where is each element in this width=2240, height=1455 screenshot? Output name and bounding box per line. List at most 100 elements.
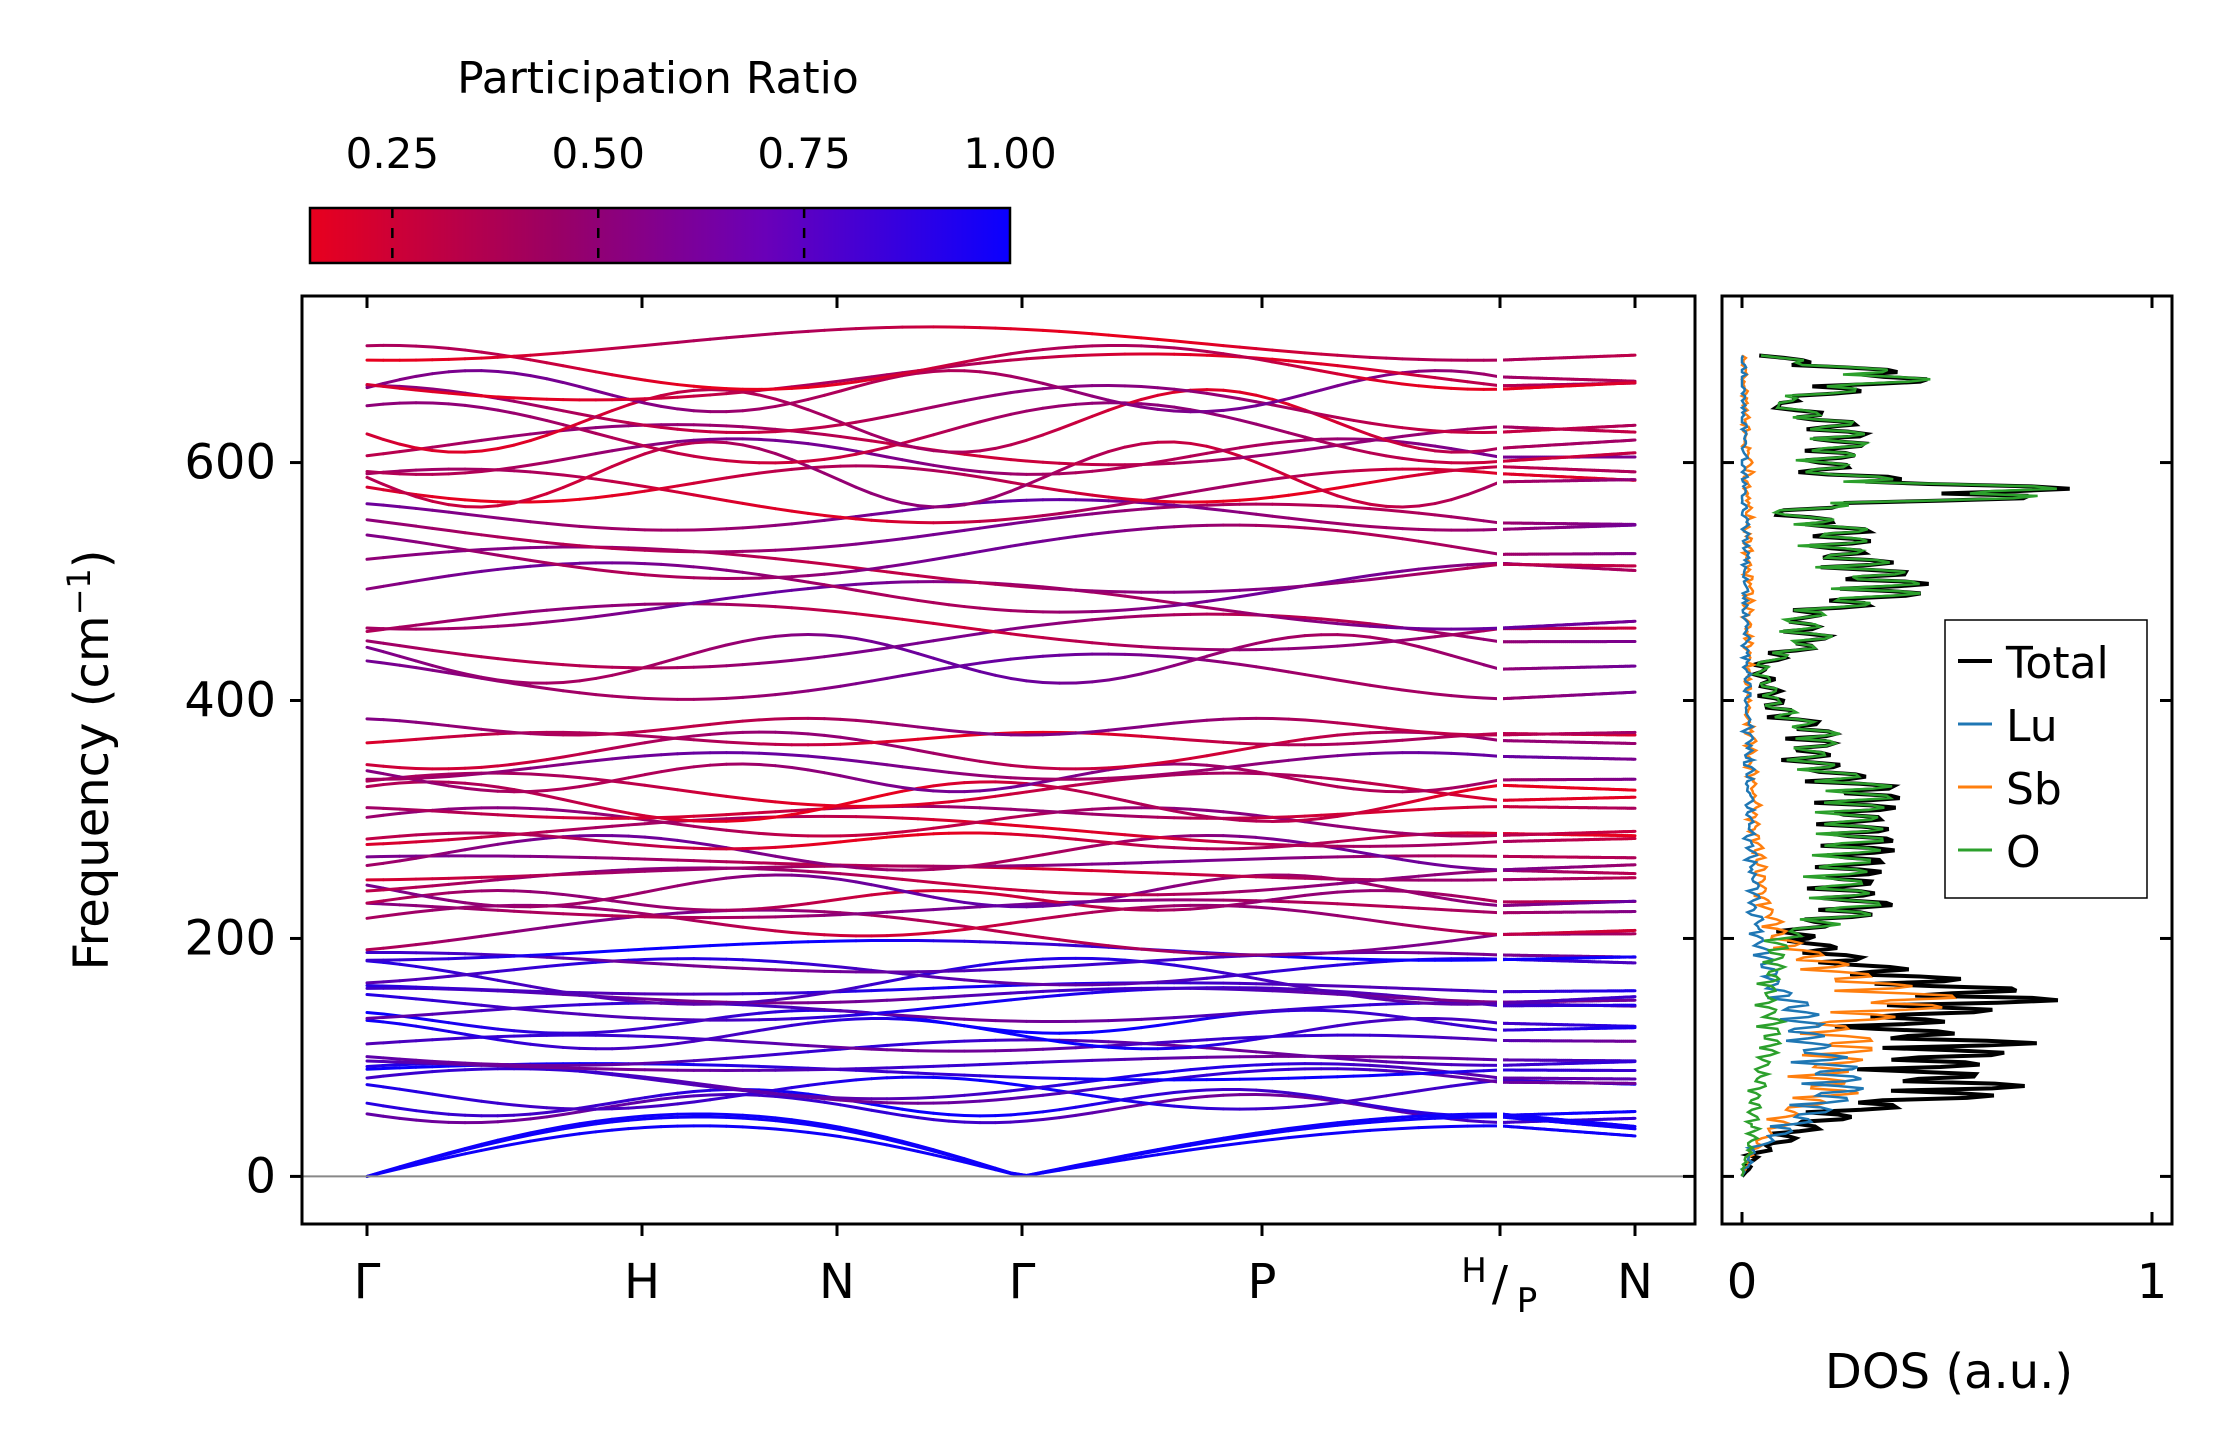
phonon-band xyxy=(1139,860,1160,865)
phonon-band xyxy=(365,992,385,998)
phonon-band xyxy=(1417,788,1437,793)
phonon-band xyxy=(978,1062,997,1067)
phonon-band xyxy=(1238,1048,1258,1054)
phonon-band xyxy=(675,945,696,949)
phonon-band xyxy=(610,995,630,1000)
phonon-band xyxy=(724,1087,745,1093)
phonon-band xyxy=(1041,1047,1061,1051)
phonon-band xyxy=(1041,809,1061,814)
phonon-band xyxy=(692,1098,712,1104)
phonon-band xyxy=(365,1015,385,1020)
phonon-band xyxy=(414,997,434,1002)
phonon-band xyxy=(1139,1071,1160,1077)
phonon-band xyxy=(885,815,904,820)
phonon-band xyxy=(1123,960,1143,965)
phonon-band xyxy=(1172,907,1193,912)
phonon-band xyxy=(463,1097,483,1103)
phonon-band xyxy=(1057,1081,1078,1087)
phonon-band xyxy=(1417,1067,1437,1073)
phonon-band xyxy=(610,755,630,761)
phonon-band xyxy=(1205,876,1225,883)
phonon-band xyxy=(675,751,696,756)
phonon-band xyxy=(1107,982,1127,986)
phonon-band xyxy=(1090,1058,1111,1062)
phonon-band xyxy=(773,752,794,757)
phonon-band xyxy=(1417,1018,1437,1024)
phonon-band xyxy=(993,886,1013,892)
phonon-band xyxy=(1270,837,1291,843)
phonon-band xyxy=(1189,956,1209,961)
phonon-band xyxy=(822,897,842,903)
phonon-band xyxy=(479,1062,500,1066)
phonon-band xyxy=(1090,1094,1111,1100)
phonon-band xyxy=(398,995,418,1001)
phonon-band xyxy=(643,946,663,951)
phonon-band xyxy=(1433,833,1453,838)
phonon-band xyxy=(916,986,935,991)
phonon-band xyxy=(463,906,483,911)
phonon-band xyxy=(692,814,712,818)
phonon-band xyxy=(1009,1095,1029,1101)
phonon-band xyxy=(545,787,565,792)
phonon-band xyxy=(962,978,982,983)
phonon-band xyxy=(900,802,920,807)
phonon-band xyxy=(479,1025,500,1031)
phonon-band xyxy=(1352,1003,1372,1008)
phonon-band xyxy=(528,1004,549,1009)
phonon-band xyxy=(885,834,904,839)
phonon-band xyxy=(447,848,467,855)
phonon-band xyxy=(790,1016,810,1021)
phonon-band xyxy=(512,1064,532,1069)
phonon-band xyxy=(1254,1062,1274,1067)
phonon-band xyxy=(1270,906,1291,912)
phonon-band xyxy=(931,995,951,1000)
phonon-band xyxy=(1417,925,1437,931)
phonon-band xyxy=(1417,1086,1437,1093)
phonon-band xyxy=(447,771,467,776)
phonon-band xyxy=(479,955,500,960)
phonon-band xyxy=(1025,989,1045,994)
phonon-band xyxy=(931,929,951,935)
phonon-band xyxy=(708,859,728,864)
phonon-band xyxy=(1384,904,1404,909)
phonon-band xyxy=(1156,949,1176,954)
phonon-band xyxy=(916,1015,935,1020)
phonon-band xyxy=(610,1062,630,1067)
phonon-band xyxy=(692,790,712,796)
phonon-band xyxy=(1270,1093,1291,1098)
phonon-band xyxy=(1335,962,1356,967)
phonon-band xyxy=(822,1008,842,1013)
phonon-band xyxy=(1335,949,1356,954)
phonon-band xyxy=(381,887,402,892)
phonon-band xyxy=(1205,1065,1225,1070)
phonon-band xyxy=(1074,868,1094,873)
phonon-band xyxy=(1205,891,1225,895)
phonon-band xyxy=(1074,1091,1094,1098)
phonon-band xyxy=(463,934,483,940)
phonon-band xyxy=(757,798,777,804)
phonon-band xyxy=(1368,751,1388,756)
phonon-band xyxy=(1238,900,1258,906)
phonon-band xyxy=(1156,1102,1176,1108)
phonon-band xyxy=(1041,1086,1061,1093)
phonon-band xyxy=(1090,812,1111,817)
phonon-band xyxy=(1352,787,1372,793)
phonon-band xyxy=(1254,1050,1274,1055)
phonon-band xyxy=(1384,993,1404,998)
phonon-band xyxy=(594,757,614,763)
phonon-band xyxy=(1057,847,1078,854)
phonon-band xyxy=(1433,790,1453,796)
phonon-band xyxy=(1352,779,1372,785)
phonon-band xyxy=(1449,1117,1469,1123)
phonon-band xyxy=(479,1120,500,1124)
phonon-band xyxy=(1041,936,1061,942)
phonon-band xyxy=(463,1067,483,1072)
phonon-band xyxy=(1287,818,1307,823)
phonon-band xyxy=(430,1059,451,1064)
phonon-band xyxy=(398,1013,418,1018)
phonon-band xyxy=(398,780,418,785)
phonon-band xyxy=(398,962,418,968)
phonon-band xyxy=(1090,1044,1111,1049)
phonon-band xyxy=(365,1041,385,1046)
phonon-band xyxy=(545,873,565,877)
